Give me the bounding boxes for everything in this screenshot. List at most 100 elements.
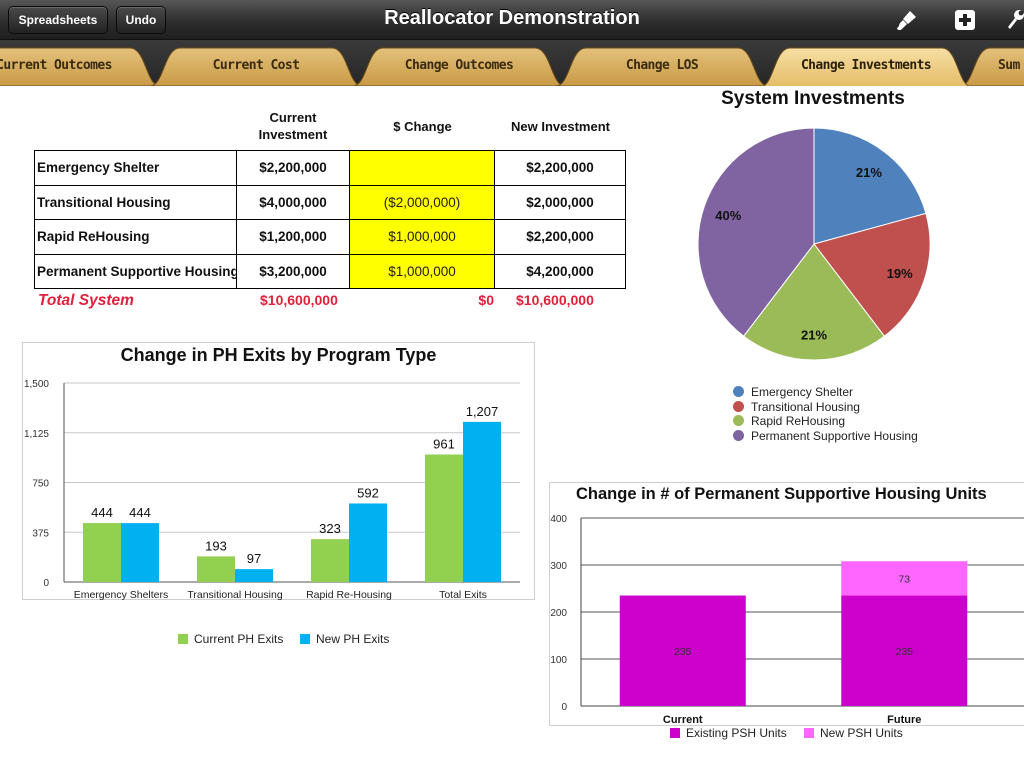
- x-tick-label: Transitional Housing: [187, 589, 282, 601]
- tab-summary[interactable]: Sum: [960, 44, 1024, 86]
- add-icon[interactable]: [952, 8, 978, 32]
- wrench-icon[interactable]: [1004, 8, 1024, 32]
- bar-data-label: 444: [91, 505, 113, 520]
- legend-item: New PSH Units: [804, 726, 903, 740]
- ph-exits-chart: 0 375 750 1,125 1,500 444 444 Emergency Shelter…: [24, 379, 520, 601]
- legend-dot: [733, 415, 744, 426]
- legend-swatch: [804, 728, 814, 738]
- total-new: $10,600,000: [516, 292, 594, 308]
- y-tick-label: 1,125: [24, 429, 49, 440]
- bar-data-label: 961: [433, 437, 455, 452]
- legend-dot: [733, 430, 744, 441]
- tab-change-investments[interactable]: Change Investments: [760, 44, 972, 86]
- bar-data-label: 97: [247, 551, 261, 566]
- current-investment-cell[interactable]: $2,200,000: [236, 150, 350, 186]
- bar-data-label: 323: [319, 521, 341, 536]
- new-investment-cell: $2,000,000: [494, 184, 626, 220]
- bar-data-label: 1,207: [466, 404, 499, 419]
- table-row: Transitional Housing $4,000,000 ($2,000,…: [34, 184, 626, 220]
- header-change: $ Change: [393, 119, 452, 134]
- change-input-cell[interactable]: $1,000,000: [349, 219, 495, 255]
- pie-slice: [697, 127, 815, 337]
- current-investment-cell[interactable]: $1,200,000: [236, 219, 350, 255]
- pie-slice: [742, 243, 886, 361]
- header-new-investment: New Investment: [511, 119, 610, 134]
- legend-label: Permanent Supportive Housing: [751, 429, 918, 443]
- legend-label: Emergency Shelter: [751, 385, 854, 399]
- tab-current-cost[interactable]: Current Cost: [150, 44, 362, 86]
- y-tick-label: 750: [32, 479, 49, 490]
- legend-label: New PSH Units: [820, 726, 903, 740]
- program-name: Transitional Housing: [34, 184, 237, 220]
- bar-data-label: 592: [357, 485, 379, 500]
- pie-data-label: 21%: [801, 327, 827, 342]
- y-tick-label: 100: [550, 655, 567, 666]
- legend-item: Existing PSH Units: [670, 726, 787, 740]
- y-tick-label: 0: [561, 702, 567, 713]
- legend-label: Current PH Exits: [194, 632, 284, 646]
- legend-label: New PH Exits: [316, 632, 390, 646]
- x-tick-label: Rapid Re-Housing: [306, 589, 392, 601]
- program-name: Rapid ReHousing: [34, 219, 237, 255]
- paintbrush-icon[interactable]: [894, 8, 920, 32]
- ph-exits-chart-title: Change in PH Exits by Program Type: [120, 345, 437, 365]
- bar: [197, 556, 235, 582]
- psh-units-chart: 0 100 200 300 400 235 Current 235 73 Future: [550, 514, 1024, 726]
- tab-label: Change LOS: [625, 58, 699, 73]
- legend-label: Existing PSH Units: [686, 726, 787, 740]
- undo-button[interactable]: Undo: [116, 6, 166, 34]
- x-tick-label: Total Exits: [439, 589, 487, 601]
- y-tick-label: 200: [550, 608, 567, 619]
- legend-label: Rapid ReHousing: [751, 414, 846, 428]
- new-investment-cell: $2,200,000: [494, 150, 626, 186]
- tab-change-outcomes[interactable]: Change Outcomes: [353, 44, 565, 86]
- legend-item: Permanent Supportive Housing: [733, 429, 918, 443]
- bar: [83, 523, 121, 582]
- pie-data-label: 19%: [887, 266, 913, 281]
- bar-data-label: 444: [129, 505, 151, 520]
- legend-swatch: [300, 634, 310, 644]
- pie-slice: [813, 127, 927, 245]
- change-input-cell[interactable]: ($2,000,000): [349, 184, 495, 220]
- legend-item: Current PH Exits: [178, 632, 283, 646]
- tab-change-los[interactable]: Change LOS: [556, 44, 768, 86]
- y-tick-label: 0: [43, 578, 49, 589]
- bar-data-label: 73: [898, 573, 910, 585]
- total-system-label: Total System: [38, 292, 134, 309]
- legend-swatch: [178, 634, 188, 644]
- table-row: Rapid ReHousing $1,200,000 $1,000,000 $2…: [34, 219, 626, 255]
- legend-item: Emergency Shelter: [733, 385, 853, 399]
- stacked-bar-segment: [841, 595, 968, 706]
- tab-label: Change Investments: [800, 58, 932, 73]
- legend-item: Transitional Housing: [733, 400, 860, 414]
- psh-units-chart-title: Change in # of Permanent Supportive Hous…: [576, 485, 987, 503]
- new-investment-cell: $2,200,000: [494, 219, 626, 255]
- spreadsheets-button[interactable]: Spreadsheets: [8, 6, 108, 34]
- pie-chart: 21% 19% 21% 40%: [697, 127, 931, 361]
- change-input-cell[interactable]: [349, 150, 495, 186]
- app-title: Reallocator Demonstration: [384, 7, 640, 29]
- y-tick-label: 400: [550, 514, 567, 525]
- change-input-cell[interactable]: $1,000,000: [349, 253, 495, 289]
- tab-label: Current Outcomes: [0, 58, 112, 73]
- current-investment-cell[interactable]: $4,000,000: [236, 184, 350, 220]
- y-tick-label: 1,500: [24, 379, 49, 390]
- tab-strip: Current Outcomes Current Cost Change Out…: [0, 40, 1024, 86]
- x-tick-label: Emergency Shelters: [74, 589, 169, 601]
- table-row: Emergency Shelter $2,200,000 $2,200,000: [34, 150, 626, 186]
- bar-data-label: 235: [674, 646, 692, 658]
- investment-table: Emergency Shelter $2,200,000 $2,200,000 …: [34, 150, 626, 289]
- legend-dot: [733, 386, 744, 397]
- current-investment-cell[interactable]: $3,200,000: [236, 253, 350, 289]
- bar: [349, 503, 387, 582]
- tab-current-outcomes[interactable]: Current Outcomes: [0, 44, 160, 86]
- legend-label: Transitional Housing: [751, 400, 860, 414]
- header-current-investment: Current Investment: [258, 110, 328, 142]
- x-tick-label: Future: [887, 714, 921, 726]
- bar-data-label: 193: [205, 538, 227, 553]
- bar: [311, 539, 349, 582]
- tab-label: Current Cost: [212, 58, 300, 73]
- y-tick-label: 375: [32, 528, 49, 539]
- pie-chart-title: System Investments: [721, 88, 905, 109]
- bar: [425, 454, 463, 582]
